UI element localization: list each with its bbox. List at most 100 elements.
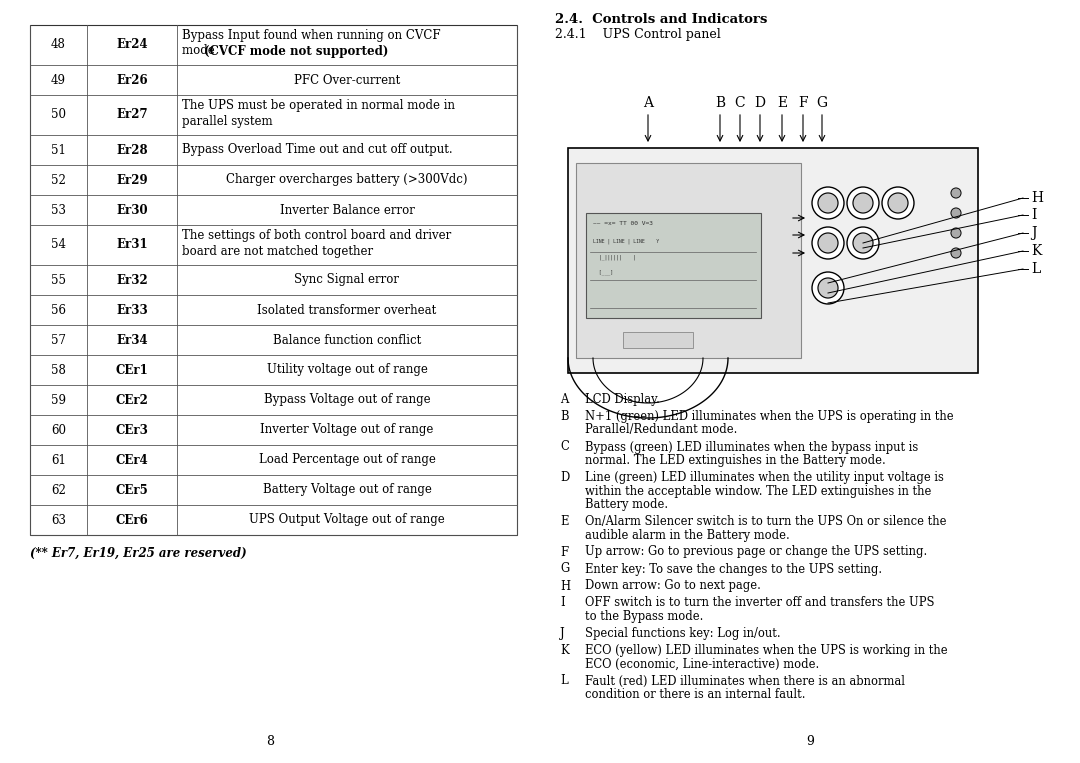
Text: D: D [561, 471, 569, 484]
Text: 60: 60 [51, 423, 66, 436]
Text: Parallel/Redundant mode.: Parallel/Redundant mode. [585, 423, 738, 436]
Text: ~~ =x= TT 00 V=3: ~~ =x= TT 00 V=3 [593, 221, 653, 226]
Circle shape [812, 272, 843, 304]
Circle shape [853, 233, 873, 253]
Circle shape [882, 187, 914, 219]
Text: Fault (red) LED illuminates when there is an abnormal: Fault (red) LED illuminates when there i… [585, 674, 905, 687]
Text: E: E [561, 515, 568, 528]
Text: 58: 58 [51, 363, 66, 376]
Bar [568, 148, 978, 373]
Text: 51: 51 [51, 143, 66, 156]
Text: Er28: Er28 [117, 143, 148, 156]
Text: CEr4: CEr4 [116, 453, 148, 466]
Text: Enter key: To save the changes to the UPS setting.: Enter key: To save the changes to the UP… [585, 562, 882, 575]
Text: Er34: Er34 [117, 333, 148, 346]
Text: CEr5: CEr5 [116, 484, 148, 497]
Bar [586, 213, 761, 318]
Text: L: L [561, 674, 568, 687]
Text: ECO (economic, Line-interactive) mode.: ECO (economic, Line-interactive) mode. [585, 658, 820, 671]
Text: D: D [755, 96, 766, 110]
Bar [623, 332, 693, 348]
Text: J: J [1031, 226, 1037, 240]
Text: G: G [816, 96, 827, 110]
Text: parallel system: parallel system [183, 114, 272, 127]
Text: Er30: Er30 [117, 204, 148, 217]
Circle shape [853, 193, 873, 213]
Text: Sync Signal error: Sync Signal error [295, 273, 400, 286]
Text: 2.4.  Controls and Indicators: 2.4. Controls and Indicators [555, 13, 768, 26]
Text: CEr3: CEr3 [116, 423, 148, 436]
Text: K: K [1031, 244, 1041, 258]
Text: 62: 62 [51, 484, 66, 497]
Text: H: H [561, 580, 570, 593]
Text: LINE | LINE | LINE    Y: LINE | LINE | LINE Y [593, 239, 659, 244]
Text: Load Percentage out of range: Load Percentage out of range [258, 453, 435, 466]
Text: 63: 63 [51, 513, 66, 526]
Text: L: L [1031, 262, 1040, 276]
Text: to the Bypass mode.: to the Bypass mode. [585, 610, 703, 623]
Circle shape [951, 188, 961, 198]
Text: A: A [561, 393, 568, 406]
Text: Bypass Overload Time out and cut off output.: Bypass Overload Time out and cut off out… [183, 143, 453, 156]
Text: N+1 (green) LED illuminates when the UPS is operating in the: N+1 (green) LED illuminates when the UPS… [585, 410, 954, 423]
Text: 55: 55 [51, 273, 66, 286]
Text: CEr6: CEr6 [116, 513, 148, 526]
Text: Bypass Input found when running on CVCF: Bypass Input found when running on CVCF [183, 28, 441, 41]
Text: Utility voltage out of range: Utility voltage out of range [267, 363, 428, 376]
Bar [30, 25, 517, 535]
Text: UPS Output Voltage out of range: UPS Output Voltage out of range [249, 513, 445, 526]
Text: CEr1: CEr1 [116, 363, 148, 376]
Text: board are not matched together: board are not matched together [183, 244, 373, 257]
Text: mode: mode [183, 44, 218, 57]
Text: 59: 59 [51, 394, 66, 407]
Text: 52: 52 [51, 173, 66, 186]
Circle shape [812, 187, 843, 219]
Text: 49: 49 [51, 73, 66, 86]
Text: Er27: Er27 [117, 108, 148, 121]
Text: A: A [643, 96, 653, 110]
Text: 56: 56 [51, 304, 66, 317]
Bar [576, 163, 801, 358]
Text: Battery mode.: Battery mode. [585, 498, 669, 511]
Text: K: K [561, 644, 569, 657]
Circle shape [818, 278, 838, 298]
Text: Inverter Balance error: Inverter Balance error [280, 204, 415, 217]
Text: 53: 53 [51, 204, 66, 217]
Text: 2.4.1    UPS Control panel: 2.4.1 UPS Control panel [555, 28, 720, 41]
Text: (CVCF mode not supported): (CVCF mode not supported) [204, 44, 389, 57]
Text: E: E [777, 96, 787, 110]
Text: 61: 61 [51, 453, 66, 466]
Text: B: B [561, 410, 568, 423]
Text: ECO (yellow) LED illuminates when the UPS is working in the: ECO (yellow) LED illuminates when the UP… [585, 644, 947, 657]
Text: On/Alarm Silencer switch is to turn the UPS On or silence the: On/Alarm Silencer switch is to turn the … [585, 515, 946, 528]
Text: F: F [798, 96, 808, 110]
Text: Balance function conflict: Balance function conflict [273, 333, 421, 346]
Text: 50: 50 [51, 108, 66, 121]
Text: Inverter Voltage out of range: Inverter Voltage out of range [260, 423, 434, 436]
Text: H: H [1031, 191, 1043, 205]
Circle shape [888, 193, 908, 213]
Text: Er26: Er26 [117, 73, 148, 86]
Text: C: C [734, 96, 745, 110]
Text: Bypass (green) LED illuminates when the bypass input is: Bypass (green) LED illuminates when the … [585, 440, 918, 453]
Text: Line (green) LED illuminates when the utility input voltage is: Line (green) LED illuminates when the ut… [585, 471, 944, 484]
Text: Er31: Er31 [117, 239, 148, 252]
Text: Er29: Er29 [117, 173, 148, 186]
Text: Special functions key: Log in/out.: Special functions key: Log in/out. [585, 627, 781, 640]
Text: PFC Over-current: PFC Over-current [294, 73, 400, 86]
Text: Battery Voltage out of range: Battery Voltage out of range [262, 484, 431, 497]
Text: 48: 48 [51, 38, 66, 51]
Circle shape [951, 248, 961, 258]
Text: |_||||||    |: |_|||||| | [593, 254, 636, 259]
Text: [___]: [___] [593, 269, 613, 275]
Text: Up arrow: Go to previous page or change the UPS setting.: Up arrow: Go to previous page or change … [585, 546, 928, 559]
Text: Er33: Er33 [117, 304, 148, 317]
Text: Er32: Er32 [117, 273, 148, 286]
Text: (** Er7, Er19, Er25 are reserved): (** Er7, Er19, Er25 are reserved) [30, 547, 246, 560]
Text: CEr2: CEr2 [116, 394, 148, 407]
Text: G: G [561, 562, 569, 575]
Text: 8: 8 [266, 735, 274, 748]
Circle shape [847, 187, 879, 219]
Text: C: C [561, 440, 569, 453]
Text: audible alarm in the Battery mode.: audible alarm in the Battery mode. [585, 529, 789, 542]
